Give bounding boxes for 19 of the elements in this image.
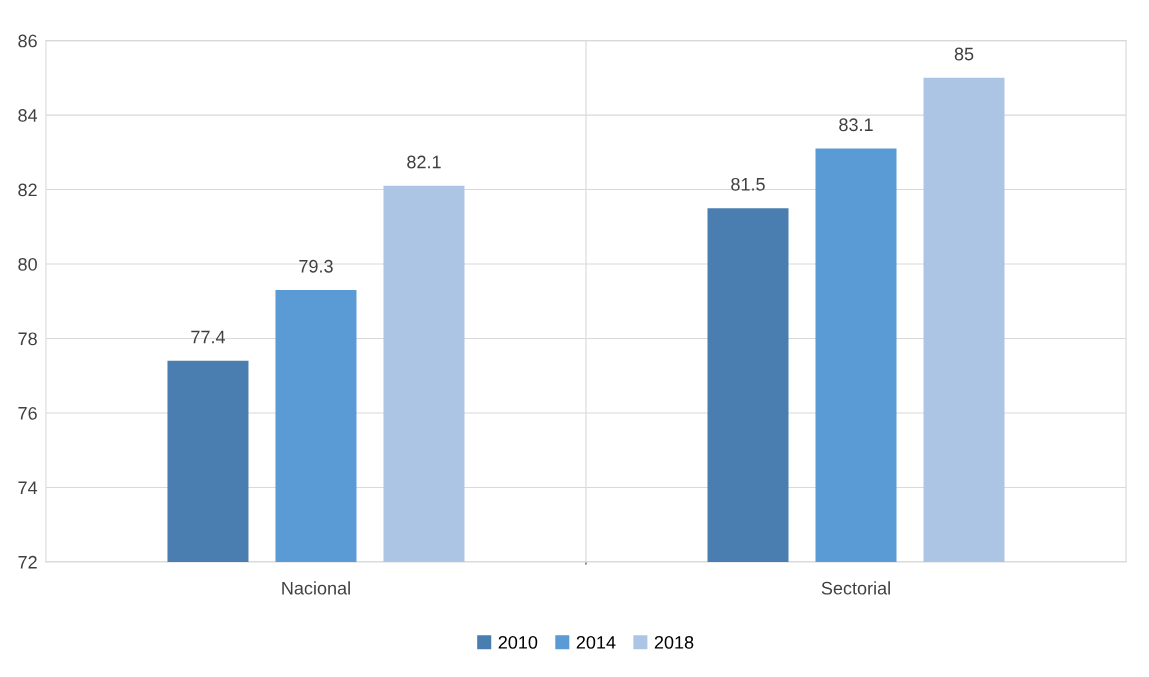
y-tick-label: 76 [18,406,37,420]
y-tick-label: 80 [18,257,37,271]
x-tick-label: Nacional [282,581,350,595]
legend-label: 2018 [654,635,694,649]
y-tick-label: 74 [18,481,38,494]
y-tick-label: 82 [18,183,37,197]
data-label: 85 [954,47,974,61]
data-label: 81.5 [731,177,765,191]
data-label: 82.1 [407,155,441,169]
y-tick-label: 84 [18,109,38,122]
y-tick-label: 78 [18,332,37,346]
data-label: 83.1 [839,118,873,132]
data-label: 79.3 [299,259,333,273]
y-tick-label: 72 [18,555,37,569]
data-label: 77.4 [191,330,226,344]
legend-label: 2010 [498,635,538,649]
y-tick-label: 86 [18,34,37,48]
x-tick-label: Sectorial [821,581,890,595]
legend-label: 2014 [576,635,616,649]
